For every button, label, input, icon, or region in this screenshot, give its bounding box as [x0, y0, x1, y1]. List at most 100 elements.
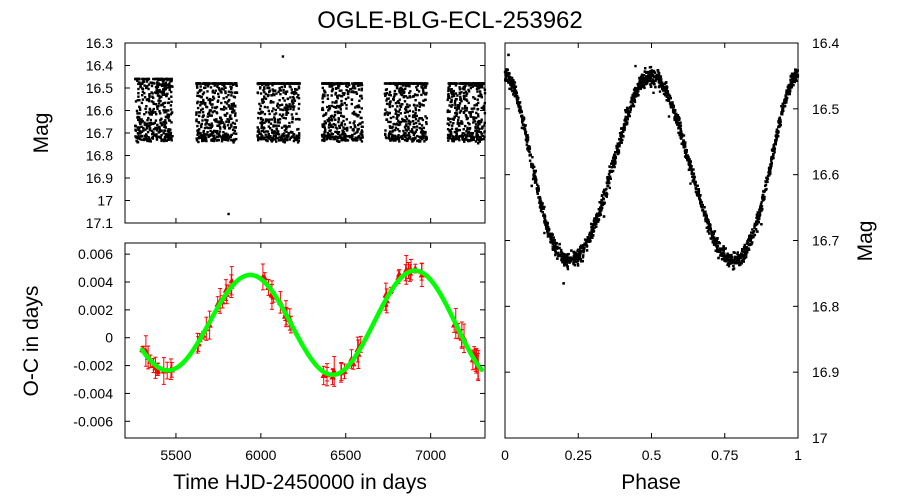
data-point: [667, 93, 671, 97]
data-point: [272, 107, 275, 110]
data-point: [321, 124, 324, 127]
data-point: [157, 125, 160, 129]
data-point: [199, 85, 202, 88]
data-point: [297, 93, 300, 97]
data-point: [595, 215, 599, 218]
data-point: [401, 137, 404, 140]
data-point: [148, 127, 152, 130]
data-point: [513, 89, 516, 92]
data-point: [416, 134, 419, 138]
data-point: [196, 132, 200, 135]
data-point: [748, 234, 751, 238]
data-point: [354, 112, 357, 116]
data-point: [145, 111, 148, 114]
data-point: [354, 106, 357, 109]
data-point: [271, 131, 274, 134]
data-point: [148, 111, 151, 114]
data-point: [285, 125, 289, 129]
data-point: [478, 121, 481, 124]
data-point: [291, 96, 295, 99]
data-point: [280, 126, 284, 129]
data-point: [547, 229, 551, 232]
data-point: [603, 193, 606, 196]
data-point: [582, 244, 585, 248]
data-point: [330, 132, 333, 135]
data-point: [166, 83, 169, 86]
data-point: [232, 95, 236, 98]
data-point: [450, 92, 454, 95]
data-point: [290, 88, 293, 91]
data-point: [203, 126, 207, 130]
data-point: [663, 86, 666, 89]
data-point: [455, 98, 458, 101]
data-point: [326, 119, 330, 123]
data-point: [407, 137, 410, 140]
data-point: [390, 126, 394, 129]
data-point: [396, 135, 399, 138]
data-point: [448, 133, 451, 137]
data-point: [343, 134, 346, 138]
data-point: [291, 121, 294, 124]
data-point: [266, 139, 269, 143]
data-point: [275, 92, 278, 95]
data-point: [446, 128, 450, 131]
data-point: [340, 102, 343, 105]
data-point: [756, 211, 759, 214]
data-point: [274, 136, 278, 140]
data-point: [162, 78, 165, 81]
data-point: [589, 235, 593, 238]
data-point: [202, 137, 205, 140]
data-point: [418, 122, 421, 125]
data-point: [279, 139, 283, 142]
data-point: [222, 85, 226, 88]
data-point: [217, 124, 220, 127]
data-point: [163, 139, 166, 142]
data-point: [265, 135, 269, 139]
data-point: [207, 98, 210, 102]
data-point: [162, 132, 165, 135]
data-point: [232, 102, 235, 105]
data-point: [336, 136, 339, 140]
data-point: [463, 138, 467, 141]
data-point: [472, 135, 475, 139]
data-point: [217, 86, 220, 90]
data-point: [394, 139, 397, 142]
data-point: [276, 121, 279, 124]
data-point: [398, 89, 401, 92]
data-point: [200, 102, 203, 105]
data-point: [764, 180, 767, 183]
data-point: [226, 124, 230, 127]
data-point: [211, 106, 214, 109]
data-point: [358, 82, 362, 85]
data-point: [783, 105, 787, 108]
data-point: [322, 136, 326, 139]
data-point: [345, 103, 348, 107]
data-point: [259, 86, 262, 89]
data-point: [679, 121, 682, 124]
data-point: [220, 101, 223, 105]
data-point: [165, 85, 168, 88]
data-point: [210, 132, 213, 135]
data-point: [351, 87, 354, 90]
data-point: [581, 256, 585, 259]
data-point: [279, 93, 282, 96]
data-point: [452, 82, 455, 85]
data-point: [273, 82, 276, 85]
data-point: [200, 108, 203, 112]
data-point: [278, 99, 281, 102]
data-point: [331, 101, 334, 104]
data-point: [625, 122, 629, 126]
data-point: [458, 82, 461, 85]
panel-phased-lightcurve: 16.416.516.616.716.816.917 0 0.25 0.5 0.75 1…: [501, 35, 877, 494]
data-point: [393, 137, 396, 140]
data-point: [334, 91, 338, 95]
data-point: [264, 118, 268, 121]
data-point: [474, 123, 478, 126]
data-point: [271, 82, 275, 85]
data-point: [215, 111, 218, 114]
data-point: [619, 136, 623, 140]
data-point: [230, 104, 234, 108]
data-point: [531, 156, 534, 159]
data-point: [572, 262, 575, 266]
data-point: [200, 101, 204, 104]
